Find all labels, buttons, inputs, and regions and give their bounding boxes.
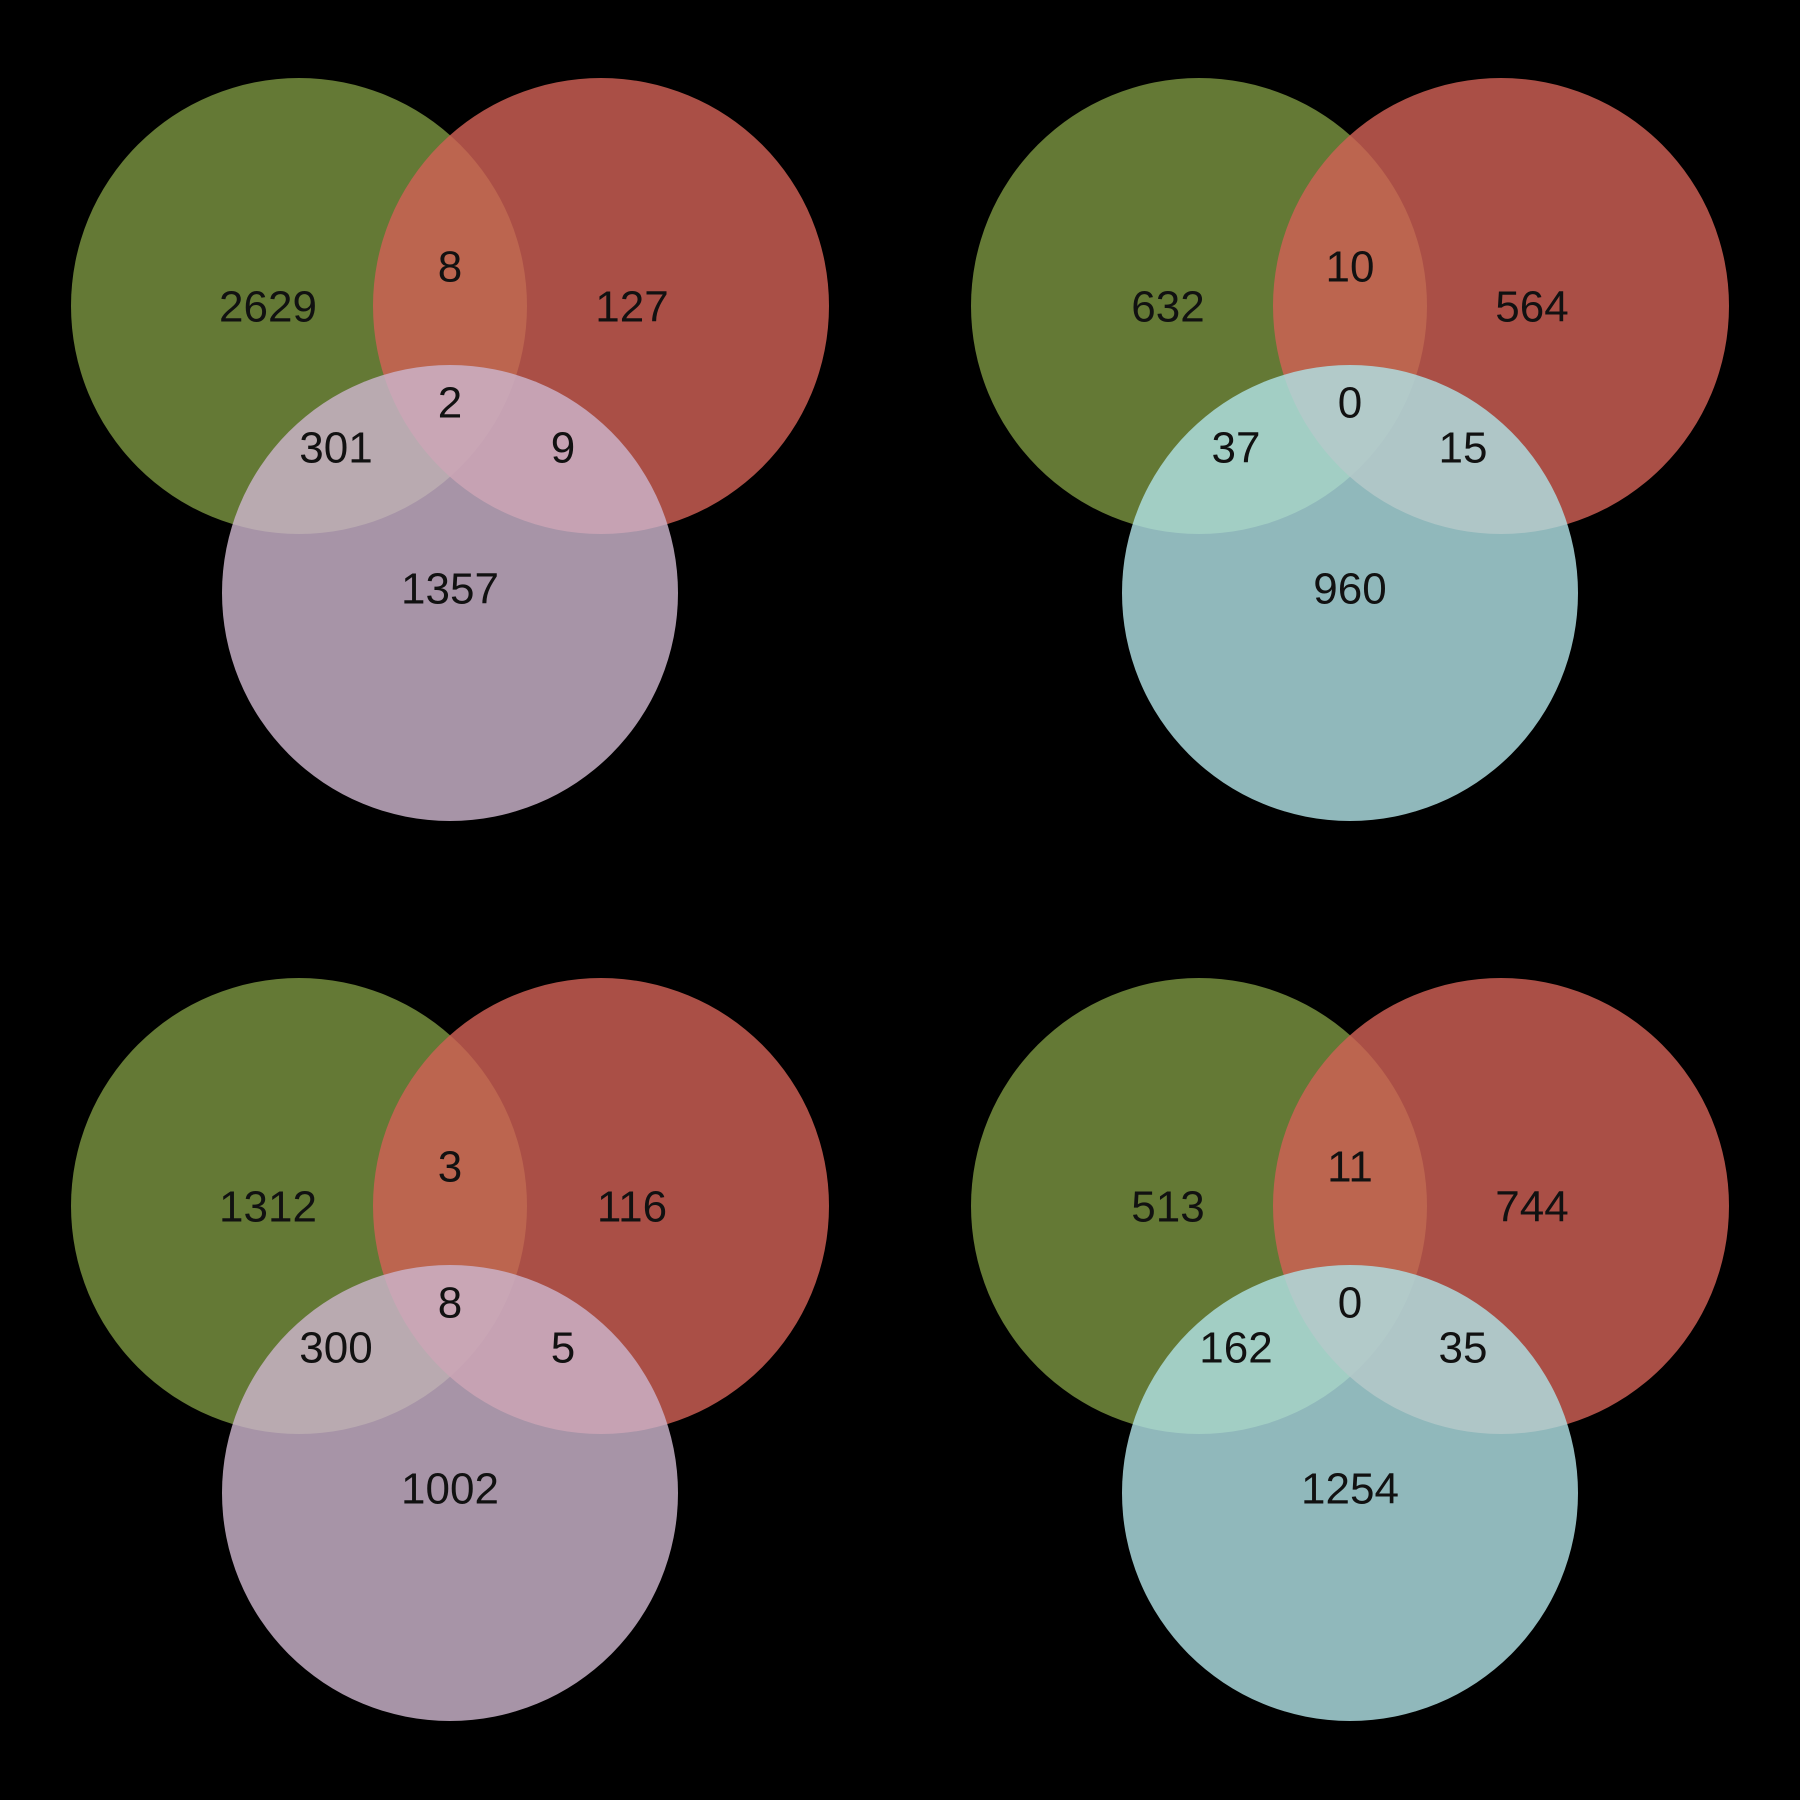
region-count-c-only: 960 xyxy=(1313,565,1386,614)
region-count-c-only: 1357 xyxy=(401,565,499,614)
region-count-b-only: 744 xyxy=(1495,1183,1568,1232)
set-circle-c xyxy=(222,1265,678,1721)
region-count-ab: 11 xyxy=(1327,1143,1373,1192)
region-count-b-only: 564 xyxy=(1495,283,1568,332)
region-count-b-only: 116 xyxy=(597,1183,667,1232)
region-count-ac: 301 xyxy=(299,424,372,473)
set-circle-c xyxy=(1122,365,1578,821)
region-count-ab: 10 xyxy=(1326,243,1375,292)
region-count-a-only: 513 xyxy=(1131,1183,1204,1232)
region-count-abc: 0 xyxy=(1338,1279,1362,1328)
region-count-bc: 15 xyxy=(1439,424,1488,473)
region-count-a-only: 632 xyxy=(1131,283,1204,332)
venn-panel-3: 1312 116 3 8 300 5 1002 xyxy=(71,978,829,1721)
venn-panel-2: 632 564 10 0 37 15 960 xyxy=(971,78,1729,821)
venn-panel-1: 2629 127 8 2 301 9 1357 xyxy=(71,78,829,821)
region-count-abc: 2 xyxy=(438,379,462,428)
region-count-a-only: 2629 xyxy=(219,283,317,332)
region-count-b-only: 127 xyxy=(595,283,668,332)
venn-panel-4: 513 744 11 0 162 35 1254 xyxy=(971,978,1729,1721)
region-count-ab: 3 xyxy=(438,1143,462,1192)
set-circle-c xyxy=(1122,1265,1578,1721)
set-circle-c xyxy=(222,365,678,821)
region-count-ac: 300 xyxy=(299,1324,372,1373)
region-count-ac: 162 xyxy=(1199,1324,1272,1373)
region-count-c-only: 1254 xyxy=(1301,1465,1399,1514)
region-count-bc: 35 xyxy=(1439,1324,1488,1373)
region-count-a-only: 1312 xyxy=(219,1183,317,1232)
region-count-bc: 5 xyxy=(551,1324,575,1373)
region-count-ac: 37 xyxy=(1212,424,1261,473)
region-count-abc: 8 xyxy=(438,1279,462,1328)
region-count-bc: 9 xyxy=(551,424,575,473)
region-count-ab: 8 xyxy=(438,243,462,292)
region-count-c-only: 1002 xyxy=(401,1465,499,1514)
region-count-abc: 0 xyxy=(1338,379,1362,428)
